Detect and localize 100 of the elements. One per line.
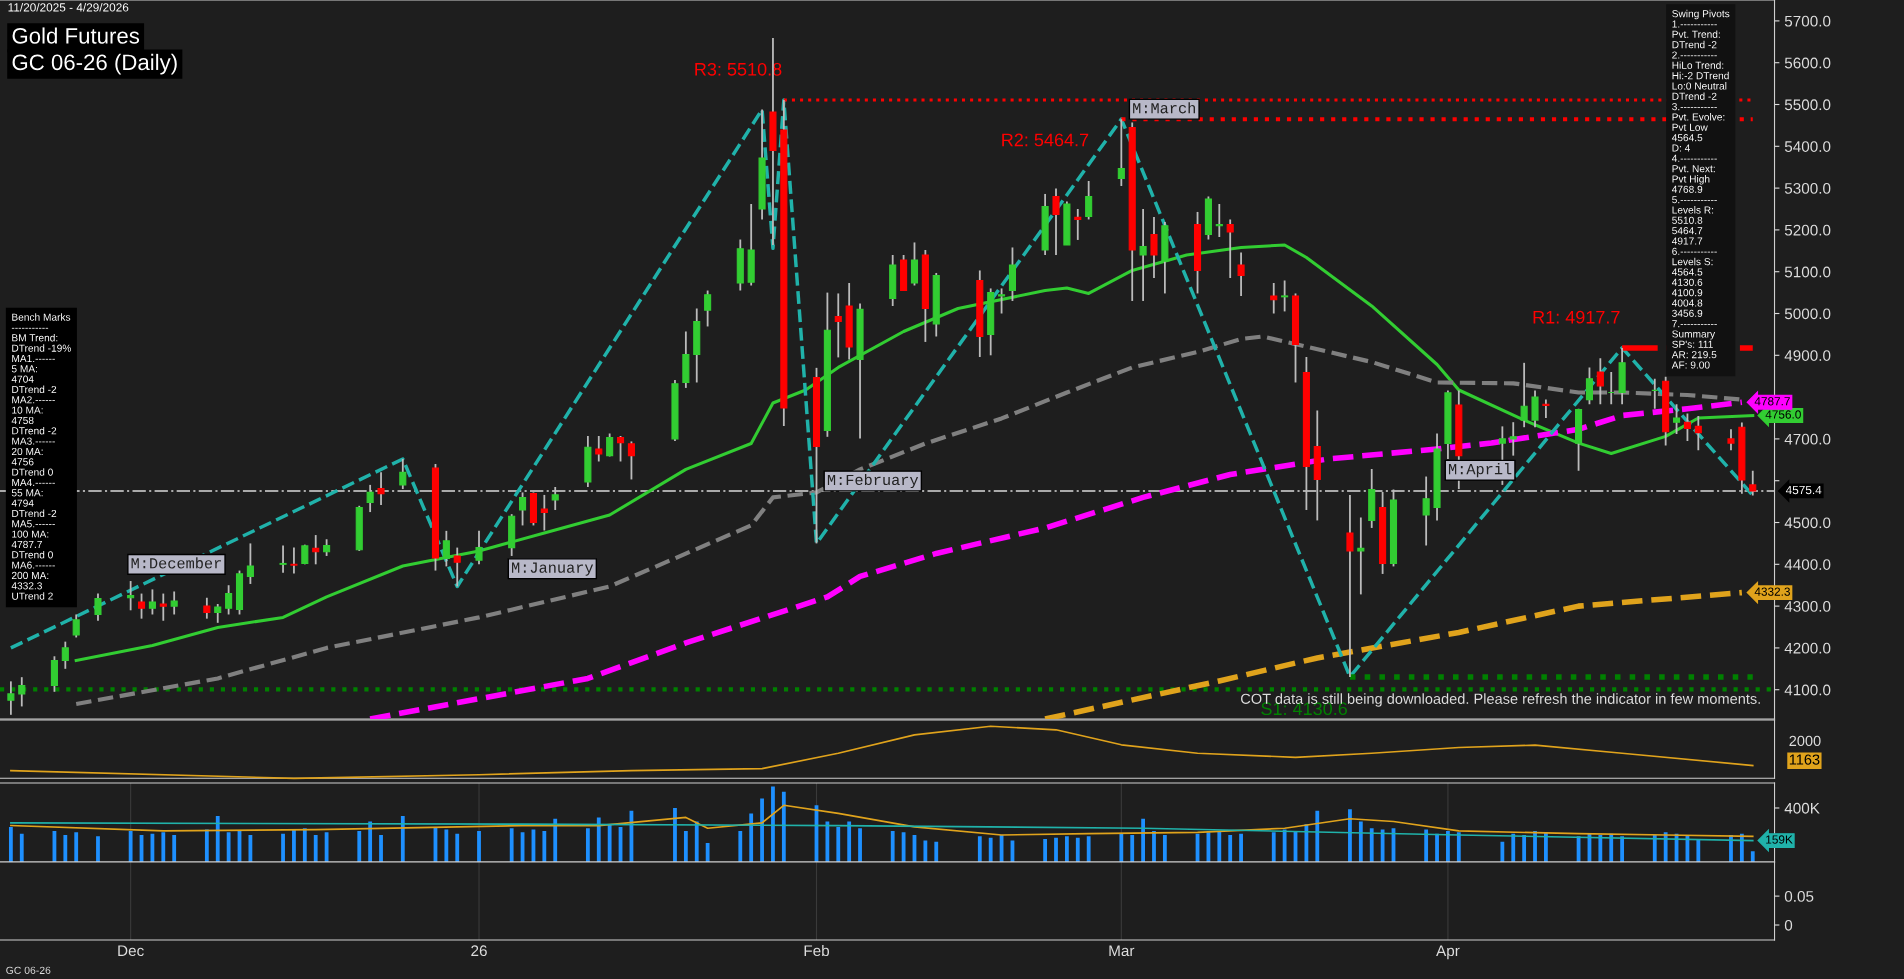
y-tick-label: 5600.0 [1784,57,1831,69]
bar [585,828,590,863]
bar [477,830,481,863]
bar [1533,830,1537,863]
candlestick [170,590,178,616]
candlestick [246,542,254,585]
bar [1348,809,1352,863]
bar [302,828,307,863]
bar [607,824,612,863]
bar [172,835,177,863]
y-tick-label: 4100.0 [1784,684,1831,696]
bar [1282,829,1287,863]
bar [204,829,209,863]
bar [934,841,939,863]
bar [749,813,754,863]
candlestick [159,592,167,622]
bar [455,833,460,863]
data-label: 4756.0 [1765,410,1801,419]
bar [8,826,13,863]
bar [825,821,830,863]
y-tick-label: 0 [1784,919,1793,931]
candlestick [540,494,548,532]
annotation: 11/20/2025 - 4/29/2026 [8,2,129,12]
y-tick-label: 5100.0 [1784,266,1831,278]
data-label: 159K [1766,835,1793,844]
bar [836,826,841,863]
candlestick [1727,428,1735,452]
candlestick [7,680,15,716]
bar [1652,835,1657,863]
bar [977,836,982,863]
bar [1130,835,1135,863]
candlestick [279,544,287,574]
candlestick [519,491,527,527]
x-tick-label: 26 [471,945,487,957]
y-tick-label: 400K [1784,802,1820,814]
bar [400,816,405,863]
candlestick [1052,187,1060,256]
bar [444,829,449,863]
candlestick [1672,403,1681,435]
bar [292,829,296,863]
series-label: R1: 4917.7 [1533,310,1620,324]
candlestick [1694,415,1702,452]
bar [1228,835,1233,863]
bar [738,830,743,863]
text: 1163 [1789,754,1820,765]
text: GC 06-26 (Daily) [12,53,177,75]
y-tick-label: 5400.0 [1784,141,1831,152]
bar [1750,851,1755,863]
bar [248,835,253,863]
bar [1152,830,1156,863]
bar [226,832,231,863]
bar [596,817,601,863]
candlestick [1596,357,1604,406]
candlestick [1357,516,1365,596]
bar [1086,836,1091,863]
bar [509,828,514,863]
candlestick [627,440,635,481]
candlestick [290,546,298,575]
candlestick [1531,389,1539,429]
bar [161,832,166,863]
bar [379,835,383,863]
candlestick [1085,180,1093,221]
candlestick [1683,412,1691,442]
bar [1435,833,1439,863]
annotation: M:March [1133,102,1195,114]
candlestick [1237,251,1245,297]
bar [1315,810,1320,863]
bar [781,791,786,863]
candlestick [1542,398,1550,419]
candlestick [214,603,222,624]
y-tick-label: 5700.0 [1784,15,1831,27]
candlestick [94,592,102,622]
data-label: 4787.7 [1754,397,1790,406]
candlestick [1150,216,1158,279]
annotation: M:February [827,473,919,489]
bar [313,835,318,863]
y-tick-label: 5000.0 [1784,308,1831,320]
bar [542,830,547,863]
candlestick [616,435,625,463]
bar [988,837,993,863]
candlestick [1749,469,1757,497]
candlestick [18,676,26,708]
candlestick [1117,118,1125,187]
candlestick [225,584,233,616]
bar [128,830,133,863]
bar [215,816,220,863]
x-tick-label: Mar [1109,945,1135,957]
bar [1522,835,1527,863]
bar [63,835,68,863]
candlestick [1422,475,1430,547]
candlestick [377,471,385,506]
candlestick [442,529,450,568]
bar [1162,835,1167,863]
bar [1544,832,1548,863]
bar [673,807,677,863]
candlestick [1226,218,1234,279]
bar [1500,841,1505,863]
y-tick-label: 0.05 [1784,890,1814,902]
bar [96,836,100,863]
bar [1271,832,1276,863]
